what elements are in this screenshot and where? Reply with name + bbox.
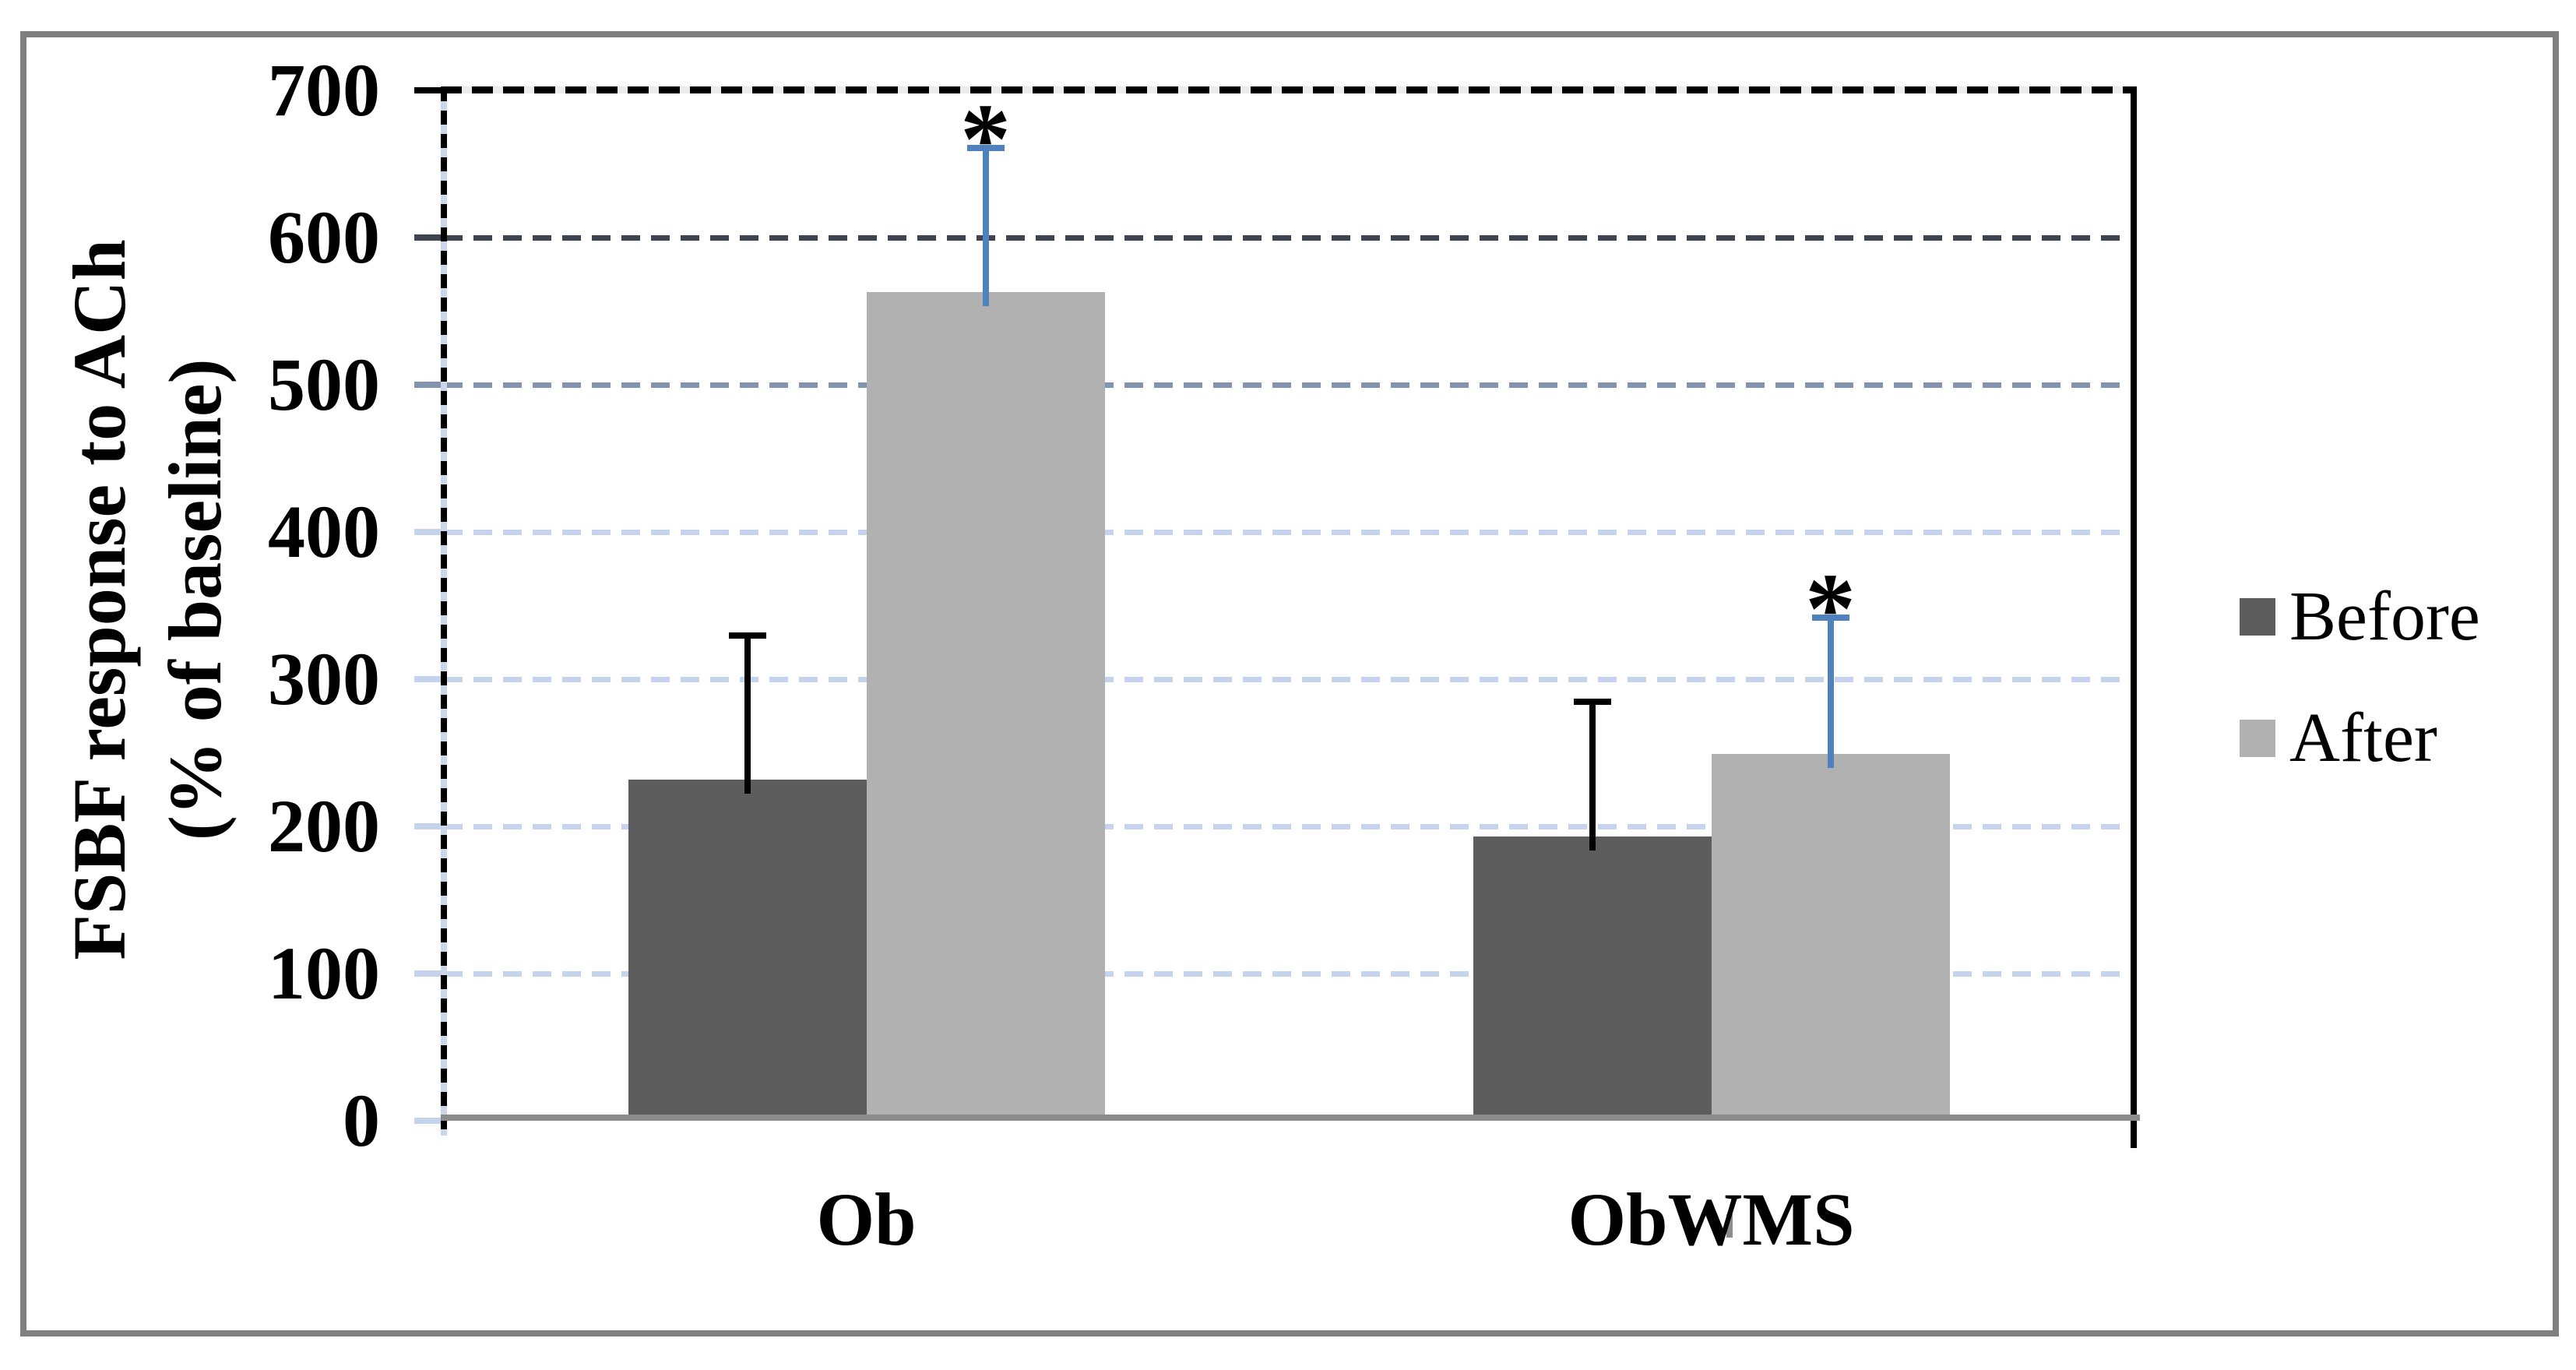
- gridline-400: [444, 530, 2134, 535]
- error-bar-cap-ob-before: [728, 632, 766, 639]
- bar-ob-after: [866, 291, 1105, 1121]
- legend-label-before: Before: [2289, 578, 2480, 655]
- y-tick-label-600: 600: [268, 195, 380, 279]
- x-axis-category-boundary-tick: [1726, 1214, 1733, 1238]
- gridline-500: [444, 382, 2134, 388]
- bar-ob-before: [628, 779, 867, 1121]
- legend-item-after: After: [2240, 699, 2576, 777]
- legend-swatch-before: [2240, 598, 2275, 636]
- legend-swatch-after: [2240, 720, 2275, 757]
- error-bar-line-ob-after: [982, 144, 989, 306]
- plot-area: * *: [441, 83, 2140, 1238]
- error-bar-line-obwms-before: [1589, 698, 1596, 851]
- bar-obwms-after: [1711, 754, 1950, 1121]
- y-tick-mark-300: [414, 676, 442, 682]
- legend-item-before: Before: [2240, 578, 2576, 655]
- plot-top-border: [441, 86, 2137, 93]
- legend-label-after: After: [2289, 699, 2437, 777]
- gridline-300: [444, 677, 2134, 682]
- y-tick-mark-200: [414, 823, 442, 829]
- y-tick-mark-600: [414, 234, 442, 241]
- figure-border: [20, 31, 2559, 1337]
- x-category-label-obwms: ObWMS: [1568, 1178, 1855, 1261]
- error-bar-line-ob-before: [744, 632, 751, 794]
- y-axis-title-wrap: FSBF response to ACh (% of baseline): [0, 0, 296, 1199]
- significance-asterisk-ob-after: *: [960, 83, 1011, 195]
- bar-obwms-before: [1473, 836, 1712, 1121]
- y-tick-mark-400: [414, 529, 442, 535]
- x-axis-line: [441, 1115, 2140, 1121]
- error-bar-cap-obwms-after: [1811, 614, 1849, 621]
- y-tick-mark-0: [414, 1118, 442, 1124]
- y-tick-mark-100: [414, 970, 442, 977]
- y-tick-label-500: 500: [268, 343, 380, 426]
- y-tick-label-700: 700: [268, 48, 380, 132]
- error-bar-cap-obwms-before: [1573, 698, 1611, 705]
- gridline-100: [444, 971, 2134, 977]
- y-tick-label-200: 200: [268, 784, 380, 868]
- y-tick-label-400: 400: [268, 490, 380, 573]
- y-tick-label-0: 0: [343, 1079, 380, 1162]
- x-category-label-ob: Ob: [816, 1178, 917, 1261]
- y-tick-label-100: 100: [268, 932, 380, 1015]
- plot-right-border: [2131, 87, 2137, 1148]
- y-tick-mark-700: [414, 87, 442, 93]
- y-tick-mark-500: [414, 382, 442, 388]
- y-tick-label-300: 300: [268, 637, 380, 720]
- error-bar-cap-ob-after: [966, 144, 1005, 151]
- gridline-200: [444, 824, 2134, 829]
- significance-asterisk-obwms-after: *: [1805, 552, 1856, 665]
- y-axis-line: [441, 87, 447, 1136]
- gridline-600: [444, 235, 2134, 241]
- error-bar-line-obwms-after: [1827, 614, 1834, 769]
